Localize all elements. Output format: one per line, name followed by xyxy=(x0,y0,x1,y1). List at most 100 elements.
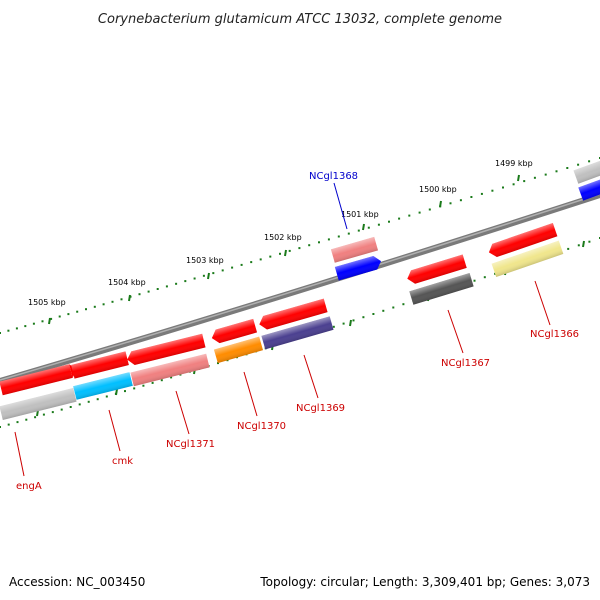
gene-ncgl1371-arrow[interactable] xyxy=(125,333,206,367)
scale-dot xyxy=(318,241,320,244)
scale-dot xyxy=(165,285,168,288)
scale-dot xyxy=(388,220,390,223)
gene-label-cmk[interactable]: cmk xyxy=(112,456,133,467)
scale-label-1500: 1500 kbp xyxy=(419,185,457,194)
scale-dot xyxy=(151,381,154,384)
scale-dot xyxy=(473,279,476,282)
gene-engA-lower[interactable] xyxy=(0,388,77,420)
scale-dot xyxy=(327,238,330,241)
scale-dot xyxy=(7,423,10,426)
scale-dot xyxy=(93,305,96,308)
scale-dot xyxy=(288,249,291,252)
scale-dot xyxy=(269,255,272,258)
scale-dot xyxy=(212,272,215,275)
gene-label-engA[interactable]: engA xyxy=(16,481,42,492)
gene-ncgl1366-arrow[interactable] xyxy=(487,222,558,259)
scale-label-1505: 1505 kbp xyxy=(28,298,66,307)
scale-dot xyxy=(402,303,405,306)
gene-ncgl1370-arrow[interactable] xyxy=(210,318,258,345)
scale-dot xyxy=(0,426,1,428)
scale-dot xyxy=(332,325,335,328)
gene-ncgl1367-lower[interactable] xyxy=(409,272,474,305)
gene-label-ncgl1367[interactable]: NCgl1367 xyxy=(441,358,490,369)
map-title: Corynebacterium glutamicum ATCC 13032, c… xyxy=(98,12,502,27)
scale-label-1499: 1499 kbp xyxy=(495,159,533,168)
scale-dot xyxy=(24,325,27,328)
scale-dot xyxy=(120,298,123,301)
gene-ncgl1369-arrow[interactable] xyxy=(257,298,328,331)
scale-dot xyxy=(124,390,126,393)
scale-dot xyxy=(480,192,483,195)
scale-dot xyxy=(382,309,385,312)
scale-dot xyxy=(202,274,205,277)
scale-dot xyxy=(428,208,431,211)
scale-dot xyxy=(193,277,196,280)
scale-dot xyxy=(418,211,421,214)
scale-dot xyxy=(76,310,79,313)
scale-dot xyxy=(470,196,473,198)
scale-label-1503: 1503 kbp xyxy=(186,256,224,265)
scale-dot xyxy=(25,418,28,421)
scale-dot xyxy=(588,240,591,243)
scale-dot xyxy=(41,320,44,323)
scale-dot xyxy=(347,232,350,235)
scale-label-1502: 1502 kbp xyxy=(264,233,302,242)
scale-dot xyxy=(51,411,54,414)
scale-dot xyxy=(512,183,515,186)
gene-label-ncgl1371[interactable]: NCgl1371 xyxy=(166,439,215,450)
scale-dot xyxy=(566,167,569,169)
scale-dot xyxy=(352,319,355,322)
gene-cmk-lower[interactable] xyxy=(73,372,133,400)
scale-dot xyxy=(170,376,173,379)
gene-ncgl1368-arrow[interactable] xyxy=(334,254,383,281)
gene-cmk-arrow[interactable] xyxy=(71,351,129,379)
label-leader-lines xyxy=(14,182,551,477)
scale-dot xyxy=(138,293,141,296)
scale-dot xyxy=(449,202,452,205)
gene-ncgl1366-lower[interactable] xyxy=(491,240,564,278)
scale-dot xyxy=(377,223,380,226)
scale-dot xyxy=(156,288,159,290)
gene-ncgl1369-lower[interactable] xyxy=(261,316,334,350)
scale-dot xyxy=(259,258,262,261)
scale-dot xyxy=(588,160,591,163)
scale-dot xyxy=(58,315,61,318)
scale-dot xyxy=(250,261,253,264)
scale-dot xyxy=(231,266,234,269)
gene-ncgl1370-lower[interactable] xyxy=(213,336,263,364)
scale-dot xyxy=(15,327,18,330)
scale-dot xyxy=(567,247,570,250)
scale-dot xyxy=(50,317,53,320)
scale-dot xyxy=(279,252,281,255)
scale-dot xyxy=(67,313,70,316)
scale-dot xyxy=(483,276,486,279)
scale-dot xyxy=(96,398,99,401)
scale-label-1504: 1504 kbp xyxy=(108,278,146,287)
scale-dot xyxy=(147,290,150,293)
gene-label-ncgl1366[interactable]: NCgl1366 xyxy=(530,329,579,340)
scale-dot xyxy=(555,170,558,173)
scale-dot xyxy=(392,306,395,309)
genome-backbone-highlight xyxy=(0,193,600,381)
scale-dot xyxy=(133,387,136,390)
scale-dot xyxy=(42,413,45,416)
scale-dot xyxy=(459,199,462,202)
scale-dot xyxy=(34,416,37,419)
scale-dot xyxy=(221,269,224,272)
gene-right-edge-gray[interactable] xyxy=(573,160,600,184)
gene-ncgl1367-arrow[interactable] xyxy=(405,254,467,286)
gene-label-ncgl1368[interactable]: NCgl1368 xyxy=(309,171,358,182)
genome-summary-text: Topology: circular; Length: 3,309,401 bp… xyxy=(259,575,590,589)
gene-label-ncgl1370[interactable]: NCgl1370 xyxy=(237,421,286,432)
gene-label-ncgl1369[interactable]: NCgl1369 xyxy=(296,403,345,414)
scale-dot xyxy=(32,322,35,325)
scale-dot xyxy=(85,308,87,311)
scale-dot xyxy=(408,214,411,217)
gene-ncgl1371-lower[interactable] xyxy=(130,353,210,387)
scale-dot xyxy=(491,189,494,192)
genome-backbone xyxy=(0,192,600,384)
scale-dot xyxy=(102,303,105,306)
scale-dot xyxy=(69,406,72,408)
gene-ncgl1368-upper[interactable] xyxy=(330,236,379,263)
